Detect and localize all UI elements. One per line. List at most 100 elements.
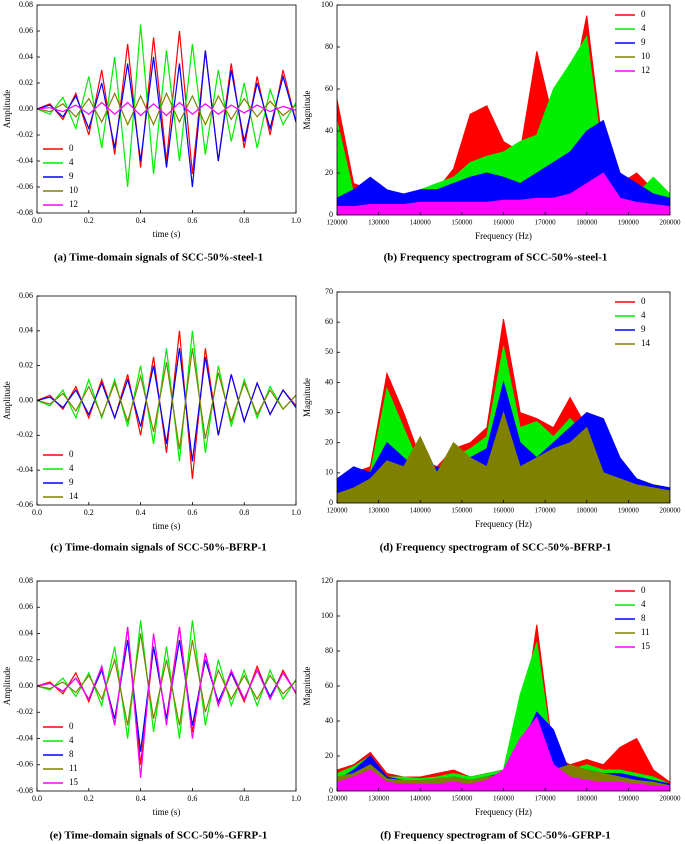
plot-area xyxy=(337,15,670,215)
y-tick-label: -0.06 xyxy=(16,760,33,769)
x-axis-label: Frequency (Hz) xyxy=(475,519,532,529)
legend-label: 0 xyxy=(69,449,74,459)
x-axis-label: Frequency (Hz) xyxy=(475,231,532,241)
legend-label: 10 xyxy=(641,51,651,61)
y-axis-label: Magnitude xyxy=(302,378,312,417)
signal-line xyxy=(37,633,296,726)
spectrum-fill xyxy=(337,412,670,503)
y-tick-label: -0.02 xyxy=(16,130,33,139)
y-tick-label: 20 xyxy=(325,751,333,760)
legend-label: 4 xyxy=(69,735,74,745)
x-tick-label: 130000 xyxy=(368,507,390,515)
caption: (d) Frequency spectrogram of SCC-50%-BFR… xyxy=(380,542,612,554)
panel: 120000 130000 140000 150000 160000 170000 1800… xyxy=(302,0,681,264)
y-tick-label: 0.00 xyxy=(19,681,33,690)
x-tick-label: 160000 xyxy=(493,507,515,515)
y-axis-label: Amplitude xyxy=(2,381,12,420)
x-tick-label: 140000 xyxy=(410,795,432,803)
x-tick-label: 130000 xyxy=(368,795,390,803)
legend-label: 0 xyxy=(69,721,74,731)
signal-line xyxy=(37,348,296,450)
y-tick-label: 0.06 xyxy=(19,291,33,300)
signal-line xyxy=(37,620,296,739)
y-tick-label: 40 xyxy=(325,126,333,135)
x-tick-label: 170000 xyxy=(535,507,557,515)
legend-label: 0 xyxy=(69,143,74,153)
y-tick-label: 80 xyxy=(325,646,333,655)
x-tick-label: 120000 xyxy=(327,507,349,515)
y-tick-label: 0.06 xyxy=(19,602,33,611)
x-tick-label: 170000 xyxy=(535,219,557,227)
legend-label: 9 xyxy=(69,477,74,487)
y-tick-label: 0.00 xyxy=(19,395,33,404)
x-tick-label: 180000 xyxy=(576,507,598,515)
x-tick-label: 190000 xyxy=(618,507,640,515)
x-tick-label: 1.0 xyxy=(291,508,301,517)
y-tick-label: -0.08 xyxy=(16,786,33,795)
x-tick-label: 190000 xyxy=(618,795,640,803)
caption: (a) Time-domain signals of SCC-50%-steel… xyxy=(54,252,263,264)
spectrum-fill xyxy=(337,717,670,791)
x-axis-label: time (s) xyxy=(153,229,181,239)
x-tick-label: 0.6 xyxy=(187,216,197,225)
y-tick-label: 0.04 xyxy=(19,628,33,637)
panel: 0.0 0.2 0.4 0.6 0.8 1.0 -0.08 -0.06 -0.04 -0.02 0.… xyxy=(2,0,301,264)
y-tick-label: 0.04 xyxy=(19,52,33,61)
legend-label: 10 xyxy=(69,185,79,195)
x-tick-label: 1.0 xyxy=(291,216,301,225)
y-tick-label: 20 xyxy=(325,168,333,177)
spectrum-line xyxy=(337,716,670,787)
y-tick-label: 0.08 xyxy=(19,0,33,9)
x-tick-label: 180000 xyxy=(576,219,598,227)
plot-area xyxy=(337,624,670,791)
legend-label: 8 xyxy=(641,613,646,623)
x-tick-label: 0.8 xyxy=(239,216,249,225)
plot-area xyxy=(37,620,296,778)
y-tick-label: 0.06 xyxy=(19,26,33,35)
x-tick-label: 150000 xyxy=(451,795,473,803)
y-tick-label: 10 xyxy=(325,468,333,477)
y-tick-label: 70 xyxy=(325,287,333,296)
x-tick-label: 200000 xyxy=(660,795,682,803)
y-tick-label: 100 xyxy=(321,611,333,620)
legend-label: 4 xyxy=(69,463,74,473)
y-tick-label: 0.02 xyxy=(19,655,33,664)
y-tick-label: -0.04 xyxy=(16,465,33,474)
legend-label: 0 xyxy=(641,9,646,19)
legend-label: 4 xyxy=(641,23,646,33)
y-tick-label: 0 xyxy=(329,786,333,795)
y-tick-label: 100 xyxy=(321,0,333,9)
legend-label: 14 xyxy=(69,491,79,501)
spectrum-line xyxy=(337,410,670,495)
caption: (f) Frequency spectrogram of SCC-50%-GFR… xyxy=(380,830,611,842)
x-tick-label: 180000 xyxy=(576,795,598,803)
x-tick-label: 0.2 xyxy=(84,508,94,517)
legend-label: 9 xyxy=(641,37,646,47)
axes-frame xyxy=(36,295,297,506)
spectrum-line xyxy=(337,172,670,208)
legend-label: 4 xyxy=(641,310,646,320)
x-tick-label: 150000 xyxy=(451,507,473,515)
x-tick-label: 120000 xyxy=(327,795,349,803)
y-tick-label: 20 xyxy=(325,438,333,447)
y-tick-label: -0.08 xyxy=(16,208,33,217)
legend-label: 15 xyxy=(69,777,79,787)
y-tick-label: -0.02 xyxy=(16,430,33,439)
panel: 120000 130000 140000 150000 160000 170000 1800… xyxy=(302,576,681,842)
plot-area xyxy=(337,319,670,503)
x-axis-label: time (s) xyxy=(153,807,181,817)
x-axis-label: time (s) xyxy=(153,521,181,531)
legend-label: 9 xyxy=(69,171,74,181)
legend-label: 0 xyxy=(641,296,646,306)
y-tick-label: 80 xyxy=(325,42,333,51)
spectrum-fill xyxy=(337,624,670,791)
plot-area xyxy=(37,24,296,188)
x-tick-label: 160000 xyxy=(493,795,515,803)
x-tick-label: 0.6 xyxy=(187,794,197,803)
y-tick-label: 0.08 xyxy=(19,576,33,585)
y-tick-label: 0 xyxy=(329,210,333,219)
y-tick-label: 60 xyxy=(325,84,333,93)
x-tick-label: 0.4 xyxy=(136,508,146,517)
x-tick-label: 0.0 xyxy=(32,508,42,517)
x-tick-label: 0.8 xyxy=(239,794,249,803)
